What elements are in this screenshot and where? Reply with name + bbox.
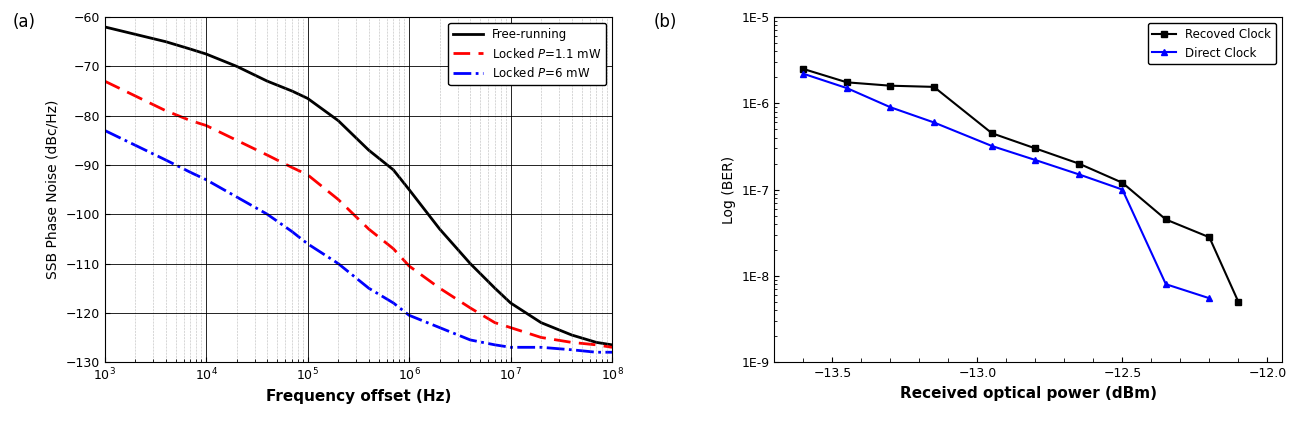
Recoved Clock xyxy=(984,131,999,136)
Free-running xyxy=(502,300,518,305)
Free-running xyxy=(534,320,549,325)
Locked $P$=1.1 mW xyxy=(259,153,275,158)
Line: Free-running: Free-running xyxy=(105,27,612,345)
Locked $P$=6 mW xyxy=(158,158,174,163)
Locked $P$=6 mW xyxy=(487,343,502,348)
Free-running xyxy=(300,96,315,101)
Locked $P$=6 mW xyxy=(502,345,518,350)
Direct Clock xyxy=(1028,158,1044,163)
Free-running xyxy=(604,343,620,348)
Locked $P$=1.1 mW xyxy=(534,335,549,340)
Direct Clock xyxy=(1114,187,1130,192)
Locked $P$=6 mW xyxy=(300,241,315,246)
Direct Clock xyxy=(984,144,999,149)
Text: (b): (b) xyxy=(654,13,678,31)
Locked $P$=6 mW xyxy=(564,347,579,352)
Locked $P$=6 mW xyxy=(183,170,199,175)
Locked $P$=1.1 mW xyxy=(502,325,518,330)
Locked $P$=1.1 mW xyxy=(158,108,174,113)
Free-running xyxy=(487,285,502,291)
Direct Clock xyxy=(795,71,811,76)
Line: Direct Clock: Direct Clock xyxy=(800,70,1213,302)
Locked $P$=6 mW xyxy=(432,325,447,330)
Free-running xyxy=(331,118,347,123)
Recoved Clock xyxy=(1158,217,1173,222)
Free-running xyxy=(284,89,300,94)
Locked $P$=6 mW xyxy=(604,350,620,355)
Locked $P$=6 mW xyxy=(534,345,549,350)
Locked $P$=1.1 mW xyxy=(487,320,502,325)
Recoved Clock xyxy=(1231,299,1247,304)
Text: (a): (a) xyxy=(13,13,37,31)
Locked $P$=1.1 mW xyxy=(183,118,199,123)
X-axis label: Frequency offset (Hz): Frequency offset (Hz) xyxy=(266,389,451,404)
Free-running xyxy=(97,24,112,29)
Locked $P$=6 mW xyxy=(386,300,402,305)
Locked $P$=6 mW xyxy=(589,350,604,355)
Free-running xyxy=(589,340,604,345)
Locked $P$=1.1 mW xyxy=(462,305,477,311)
Free-running xyxy=(386,167,402,173)
Locked $P$=6 mW xyxy=(97,128,112,133)
Direct Clock xyxy=(838,86,854,91)
Recoved Clock xyxy=(1114,180,1130,185)
Locked $P$=1.1 mW xyxy=(564,340,579,345)
Locked $P$=1.1 mW xyxy=(386,246,402,251)
Y-axis label: Log (BER): Log (BER) xyxy=(722,155,736,224)
Locked $P$=1.1 mW xyxy=(331,197,347,202)
Direct Clock xyxy=(1202,296,1218,301)
Locked $P$=1.1 mW xyxy=(604,345,620,350)
Locked $P$=1.1 mW xyxy=(199,123,215,128)
Locked $P$=6 mW xyxy=(462,337,477,343)
Locked $P$=1.1 mW xyxy=(97,78,112,83)
Locked $P$=1.1 mW xyxy=(589,343,604,348)
Direct Clock xyxy=(1158,282,1173,287)
Free-running xyxy=(361,147,377,153)
Locked $P$=1.1 mW xyxy=(402,263,417,268)
Locked $P$=6 mW xyxy=(402,313,417,318)
Free-running xyxy=(199,52,215,57)
Free-running xyxy=(462,261,477,266)
Recoved Clock xyxy=(883,83,899,88)
Recoved Clock xyxy=(1202,235,1218,240)
Free-running xyxy=(229,64,245,69)
Free-running xyxy=(432,227,447,232)
Free-running xyxy=(127,32,143,37)
Locked $P$=6 mW xyxy=(361,285,377,291)
Locked $P$=6 mW xyxy=(331,261,347,266)
Locked $P$=6 mW xyxy=(259,212,275,217)
Recoved Clock xyxy=(926,84,942,89)
Locked $P$=6 mW xyxy=(199,177,215,182)
Free-running xyxy=(158,39,174,44)
Locked $P$=6 mW xyxy=(284,229,300,234)
Free-running xyxy=(183,46,199,52)
Recoved Clock xyxy=(795,66,811,72)
Recoved Clock xyxy=(1071,161,1087,166)
Locked $P$=1.1 mW xyxy=(127,93,143,98)
Locked $P$=1.1 mW xyxy=(432,285,447,291)
Y-axis label: SSB Phase Noise (dBc/Hz): SSB Phase Noise (dBc/Hz) xyxy=(46,100,60,279)
Free-running xyxy=(259,78,275,83)
Legend: Free-running, Locked $P$=1.1 mW, Locked $P$=6 mW: Free-running, Locked $P$=1.1 mW, Locked … xyxy=(449,23,606,85)
Recoved Clock xyxy=(1028,146,1044,151)
Locked $P$=1.1 mW xyxy=(284,165,300,170)
Locked $P$=1.1 mW xyxy=(300,172,315,177)
Free-running xyxy=(402,187,417,192)
Locked $P$=6 mW xyxy=(127,143,143,148)
Line: Locked $P$=6 mW: Locked $P$=6 mW xyxy=(105,130,612,352)
Direct Clock xyxy=(1071,172,1087,177)
Locked $P$=1.1 mW xyxy=(229,138,245,143)
Recoved Clock xyxy=(838,80,854,85)
Free-running xyxy=(564,332,579,337)
X-axis label: Received optical power (dBm): Received optical power (dBm) xyxy=(900,386,1156,400)
Locked $P$=1.1 mW xyxy=(361,227,377,232)
Direct Clock xyxy=(883,105,899,110)
Line: Recoved Clock: Recoved Clock xyxy=(800,66,1241,305)
Line: Locked $P$=1.1 mW: Locked $P$=1.1 mW xyxy=(105,81,612,347)
Legend: Recoved Clock, Direct Clock: Recoved Clock, Direct Clock xyxy=(1147,23,1275,64)
Locked $P$=6 mW xyxy=(229,194,245,199)
Direct Clock xyxy=(926,120,942,125)
